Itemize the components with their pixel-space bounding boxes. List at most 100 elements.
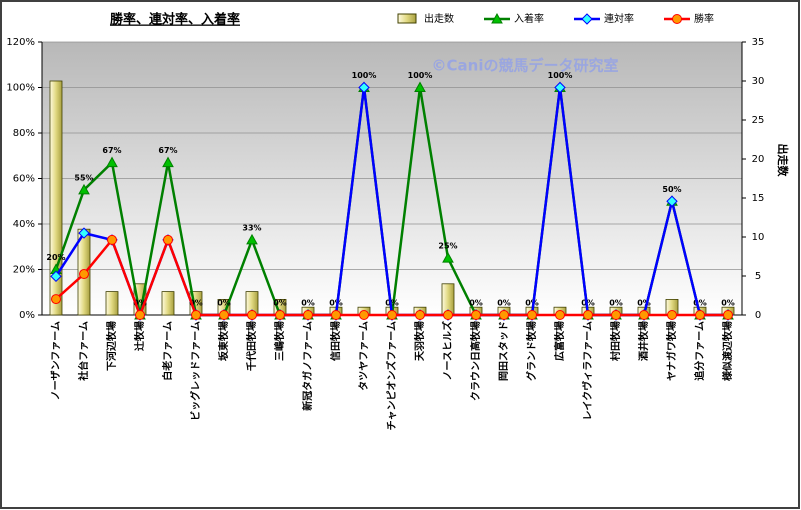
- y2-tick-label: 25: [752, 115, 765, 126]
- chart-title: 勝率、連対率、入着率: [110, 12, 240, 28]
- x-tick-label: ビッグレッドファーム: [189, 321, 202, 421]
- y-tick-label: 80%: [13, 128, 35, 139]
- marker: [443, 310, 453, 320]
- legend-label: 勝率: [694, 12, 714, 25]
- marker: [78, 227, 90, 239]
- bar: [105, 291, 119, 316]
- x-tick-label: 酒井牧場: [637, 321, 650, 361]
- data-label: 0%: [469, 299, 483, 308]
- y2-tick-label: 5: [755, 271, 761, 282]
- data-label: 0%: [133, 299, 147, 308]
- marker: [414, 81, 426, 92]
- data-label: 67%: [158, 146, 177, 155]
- x-tick-label: レイクヴィラファーム: [581, 321, 594, 421]
- x-tick-label: 辻牧場: [133, 321, 146, 351]
- data-label: 25%: [438, 242, 457, 251]
- data-label: 0%: [301, 299, 315, 308]
- x-tick-label: 下河辺牧場: [105, 321, 118, 371]
- x-tick-label: 坂東牧場: [217, 321, 230, 361]
- marker: [499, 310, 509, 320]
- x-tick-label: タツヤファーム: [358, 321, 370, 391]
- y-tick-label: 40%: [13, 219, 35, 230]
- legend-label: 連対率: [604, 12, 634, 25]
- marker: [246, 233, 258, 245]
- y2-axis-label: 出走数: [776, 144, 790, 178]
- data-label: 0%: [385, 299, 399, 308]
- x-tick-label: 岡田スタッド: [498, 321, 510, 381]
- y2-tick-label: 10: [752, 232, 765, 243]
- x-tick-label: 天羽牧場: [413, 321, 426, 361]
- y-tick-label: 0%: [19, 310, 35, 321]
- marker: [107, 234, 117, 245]
- marker: [275, 310, 285, 320]
- x-tick-label: ヤナガワ牧場: [665, 321, 678, 381]
- x-tick-label: 広富牧場: [553, 321, 566, 361]
- marker: [527, 310, 537, 320]
- marker: [358, 81, 370, 94]
- data-label: 33%: [242, 223, 261, 232]
- marker: [162, 156, 174, 168]
- data-label: 50%: [662, 185, 681, 194]
- data-label: 0%: [273, 299, 287, 308]
- marker: [106, 156, 118, 168]
- legend-marker: [672, 14, 682, 24]
- marker: [191, 310, 201, 320]
- x-tick-label: 様似渡辺牧場: [721, 321, 734, 381]
- y2-tick-label: 35: [752, 37, 765, 48]
- data-label: 0%: [329, 299, 343, 308]
- marker: [667, 310, 677, 320]
- x-tick-label: 新冠タガノファーム: [301, 321, 314, 411]
- x-tick-label: 白老ファーム: [161, 321, 174, 381]
- x-tick-label: 社台ファーム: [77, 321, 90, 382]
- y2-tick-label: 15: [752, 193, 765, 204]
- bar: [161, 291, 175, 316]
- data-label: 100%: [548, 71, 573, 80]
- marker: [387, 310, 397, 320]
- data-label: 0%: [637, 299, 651, 308]
- legend-swatch: [397, 13, 417, 24]
- bar: [49, 80, 63, 316]
- marker: [135, 310, 145, 320]
- data-label: 100%: [352, 71, 377, 80]
- marker: [471, 310, 481, 320]
- marker: [695, 310, 705, 320]
- y2-tick-label: 0: [755, 310, 761, 321]
- x-tick-label: 三嶋牧場: [273, 321, 286, 361]
- marker: [219, 310, 229, 320]
- y-tick-label: 120%: [6, 37, 35, 48]
- data-label: 0%: [525, 299, 539, 308]
- x-tick-label: グランド牧場: [525, 321, 538, 381]
- data-label: 67%: [102, 146, 121, 155]
- marker: [583, 310, 593, 320]
- watermark: ©Caniの競馬データ研究室: [432, 57, 619, 75]
- marker: [359, 310, 369, 320]
- marker: [78, 183, 90, 195]
- data-label: 0%: [217, 299, 231, 308]
- x-tick-label: 千代田牧場: [245, 321, 258, 371]
- data-label: 0%: [609, 299, 623, 308]
- x-tick-label: 信田牧場: [329, 321, 342, 361]
- marker: [639, 310, 649, 320]
- marker: [415, 310, 425, 320]
- marker: [163, 234, 173, 245]
- x-tick-label: チャンピオンズファーム: [385, 321, 398, 430]
- y-tick-label: 20%: [13, 265, 35, 276]
- marker: [51, 294, 61, 305]
- x-tick-label: ノースヒルズ: [441, 321, 454, 381]
- data-label: 100%: [408, 71, 433, 80]
- marker: [303, 310, 313, 320]
- legend-marker: [491, 12, 503, 24]
- marker: [611, 310, 621, 320]
- marker: [555, 310, 565, 320]
- marker: [79, 269, 89, 280]
- marker: [666, 195, 678, 207]
- marker: [554, 81, 566, 94]
- legend-label: 入着率: [514, 12, 544, 25]
- x-tick-label: クラウン日高牧場: [469, 321, 482, 401]
- data-label: 0%: [721, 299, 735, 308]
- data-label: 20%: [46, 253, 65, 262]
- x-tick-label: 追分ファーム: [693, 321, 706, 381]
- data-label: 0%: [693, 299, 707, 308]
